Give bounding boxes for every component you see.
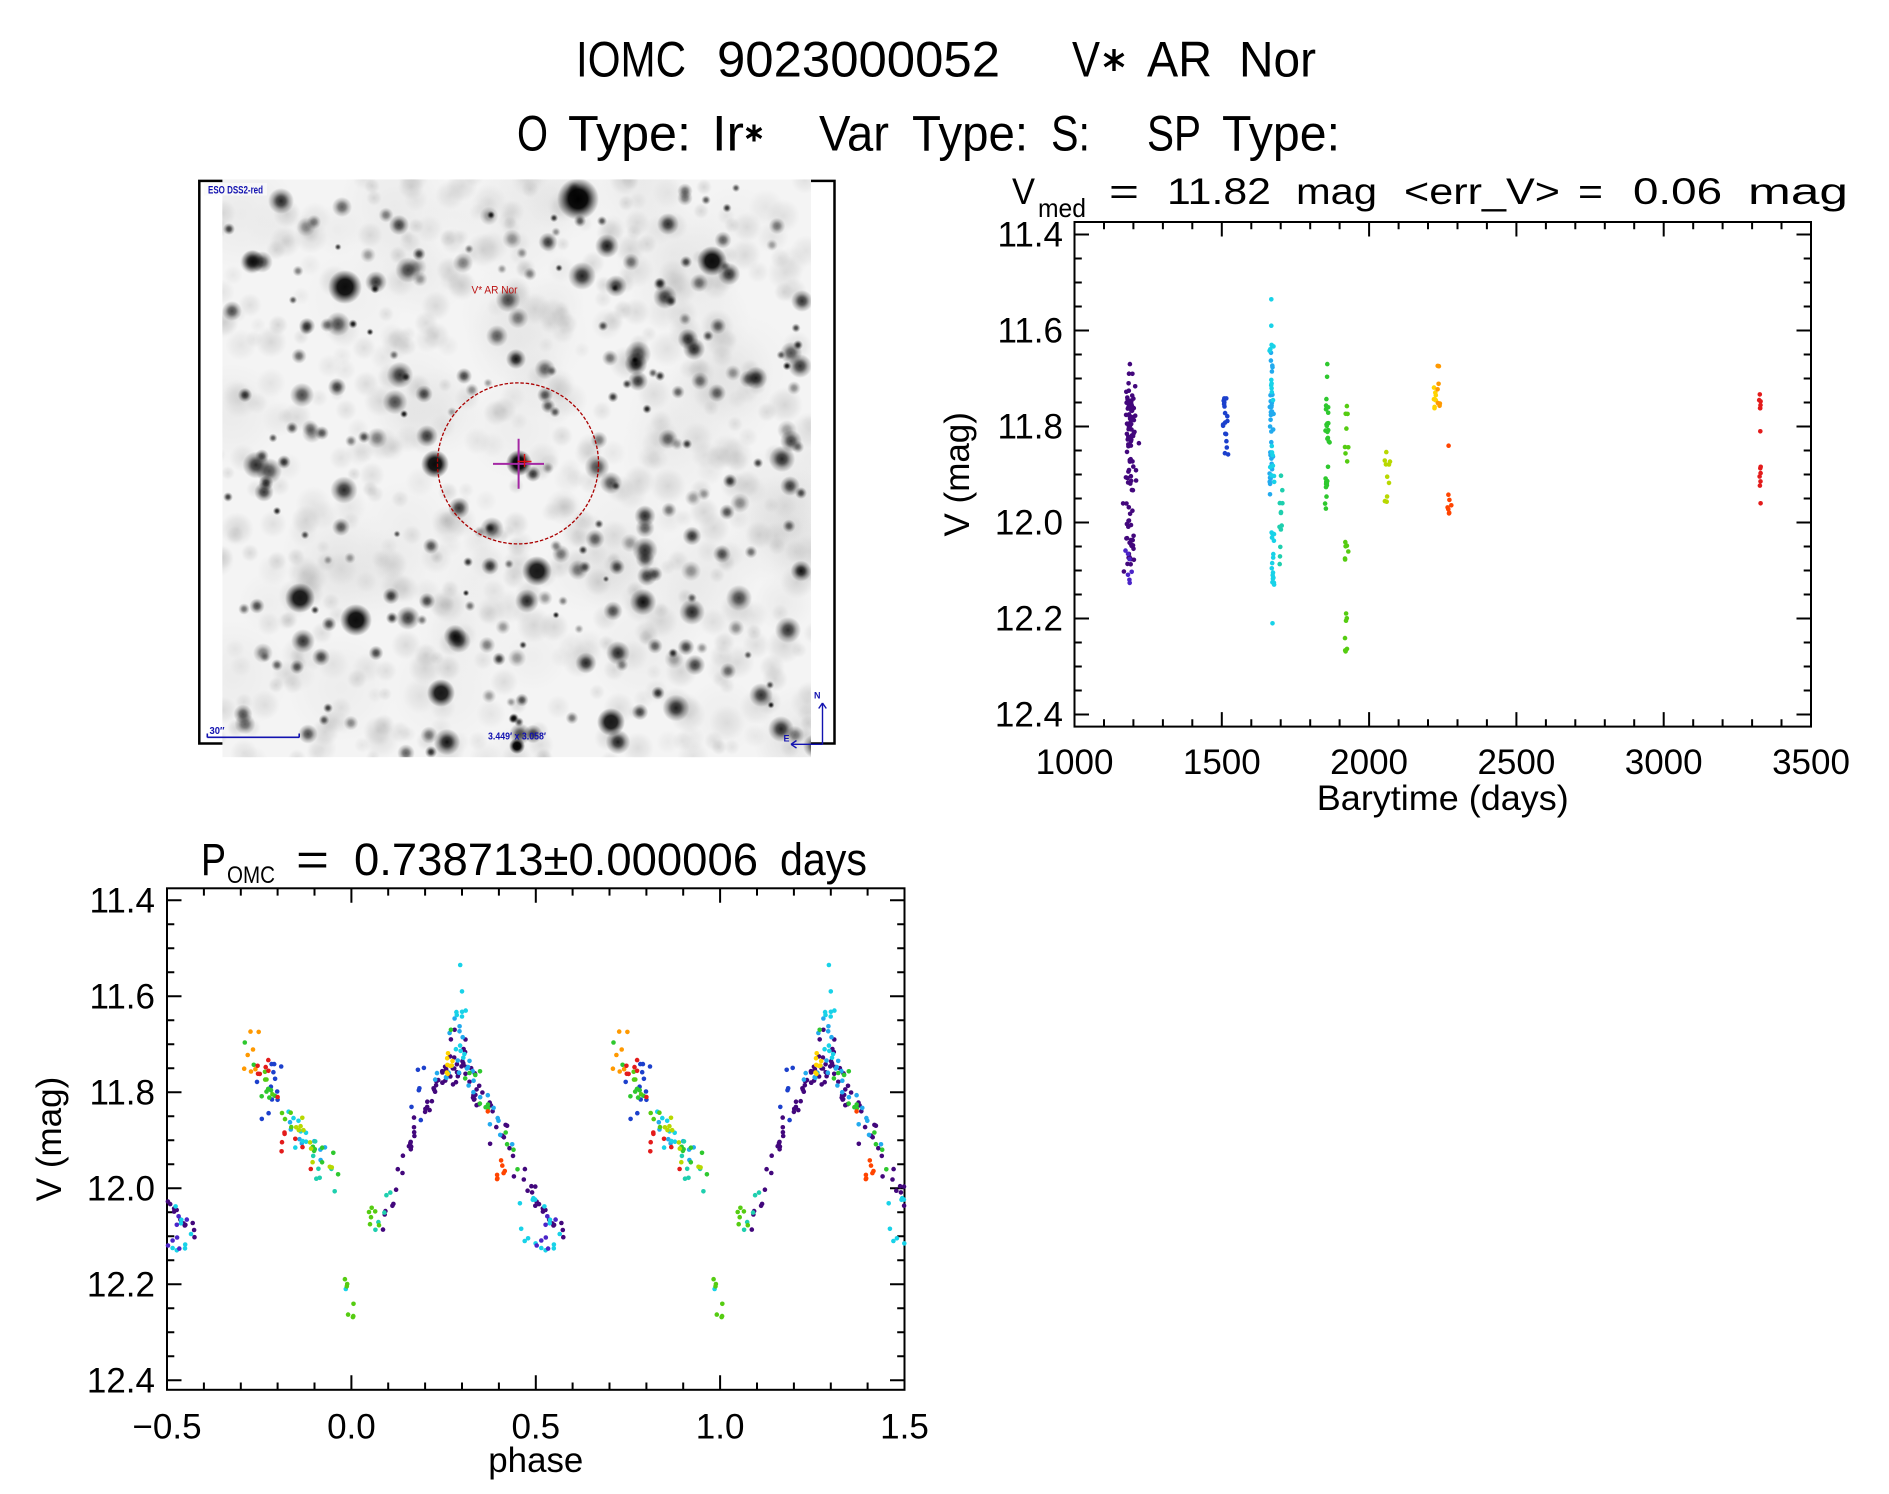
svg-text:11.82: 11.82 bbox=[1167, 171, 1271, 212]
svg-text:V (mag): V (mag) bbox=[30, 1077, 69, 1201]
svg-text:<err_V>: <err_V> bbox=[1404, 171, 1560, 212]
svg-text:Nor: Nor bbox=[1239, 32, 1316, 88]
svg-text:=: = bbox=[1109, 171, 1139, 212]
svg-text:days: days bbox=[780, 834, 867, 885]
svg-text:11.6: 11.6 bbox=[997, 312, 1063, 351]
svg-text:2500: 2500 bbox=[1477, 743, 1555, 782]
svg-text:=: = bbox=[296, 834, 329, 885]
svg-text:phase: phase bbox=[488, 1441, 583, 1480]
svg-text:11.4: 11.4 bbox=[89, 881, 155, 920]
svg-text:3500: 3500 bbox=[1772, 743, 1850, 782]
svg-text:=: = bbox=[1578, 171, 1603, 212]
svg-text:mag: mag bbox=[1296, 171, 1377, 212]
svg-text:E: E bbox=[784, 734, 790, 744]
svg-text:11.8: 11.8 bbox=[89, 1073, 155, 1112]
svg-text:V: V bbox=[1072, 32, 1101, 88]
svg-text:mag: mag bbox=[1748, 171, 1848, 212]
svg-text:30″: 30″ bbox=[210, 726, 225, 737]
svg-text:3.449′ x 3.058′: 3.449′ x 3.058′ bbox=[488, 731, 546, 743]
svg-text:1.5: 1.5 bbox=[880, 1408, 929, 1447]
svg-text:V: V bbox=[1012, 171, 1035, 212]
svg-text:9023000052: 9023000052 bbox=[717, 32, 1000, 88]
svg-text:ESO DSS2-red: ESO DSS2-red bbox=[208, 185, 263, 197]
svg-text:−0.5: −0.5 bbox=[132, 1408, 201, 1447]
svg-text:0.5: 0.5 bbox=[511, 1408, 560, 1447]
svg-text:Barytime (days): Barytime (days) bbox=[1317, 779, 1569, 818]
svg-text:S:: S: bbox=[1051, 106, 1090, 162]
svg-text:Ir: Ir bbox=[712, 106, 744, 162]
svg-text:12.4: 12.4 bbox=[995, 696, 1063, 735]
svg-text:12.0: 12.0 bbox=[995, 504, 1063, 543]
svg-text:med: med bbox=[1038, 193, 1086, 223]
svg-text:OMC: OMC bbox=[227, 862, 275, 889]
svg-text:SP: SP bbox=[1147, 106, 1201, 162]
svg-text:N: N bbox=[814, 691, 821, 701]
svg-text:Type:: Type: bbox=[568, 106, 691, 162]
svg-text:O: O bbox=[517, 106, 548, 162]
svg-text:2000: 2000 bbox=[1330, 743, 1408, 782]
svg-text:11.4: 11.4 bbox=[997, 216, 1063, 255]
svg-text:0.738713±0.000006: 0.738713±0.000006 bbox=[354, 834, 758, 885]
svg-text:12.0: 12.0 bbox=[87, 1169, 155, 1208]
svg-text:3000: 3000 bbox=[1625, 743, 1703, 782]
svg-text:V* AR Nor: V* AR Nor bbox=[472, 284, 518, 296]
svg-text:1.0: 1.0 bbox=[696, 1408, 745, 1447]
svg-text:AR: AR bbox=[1147, 32, 1212, 88]
svg-text:1500: 1500 bbox=[1183, 743, 1261, 782]
svg-text:0.0: 0.0 bbox=[327, 1408, 376, 1447]
svg-text:11.8: 11.8 bbox=[997, 408, 1063, 447]
svg-text:Var: Var bbox=[819, 106, 889, 162]
svg-text:12.2: 12.2 bbox=[87, 1265, 155, 1304]
svg-text:V (mag): V (mag) bbox=[938, 412, 977, 536]
svg-text:1000: 1000 bbox=[1036, 743, 1114, 782]
svg-text:12.4: 12.4 bbox=[87, 1361, 155, 1400]
svg-text:P: P bbox=[201, 834, 226, 885]
svg-text:IOMC: IOMC bbox=[576, 32, 686, 88]
svg-text:12.2: 12.2 bbox=[995, 600, 1063, 639]
svg-text:0.06: 0.06 bbox=[1633, 171, 1722, 212]
svg-text:Type:: Type: bbox=[1222, 106, 1340, 162]
svg-text:Type:: Type: bbox=[912, 106, 1028, 162]
svg-text:11.6: 11.6 bbox=[89, 977, 155, 1016]
